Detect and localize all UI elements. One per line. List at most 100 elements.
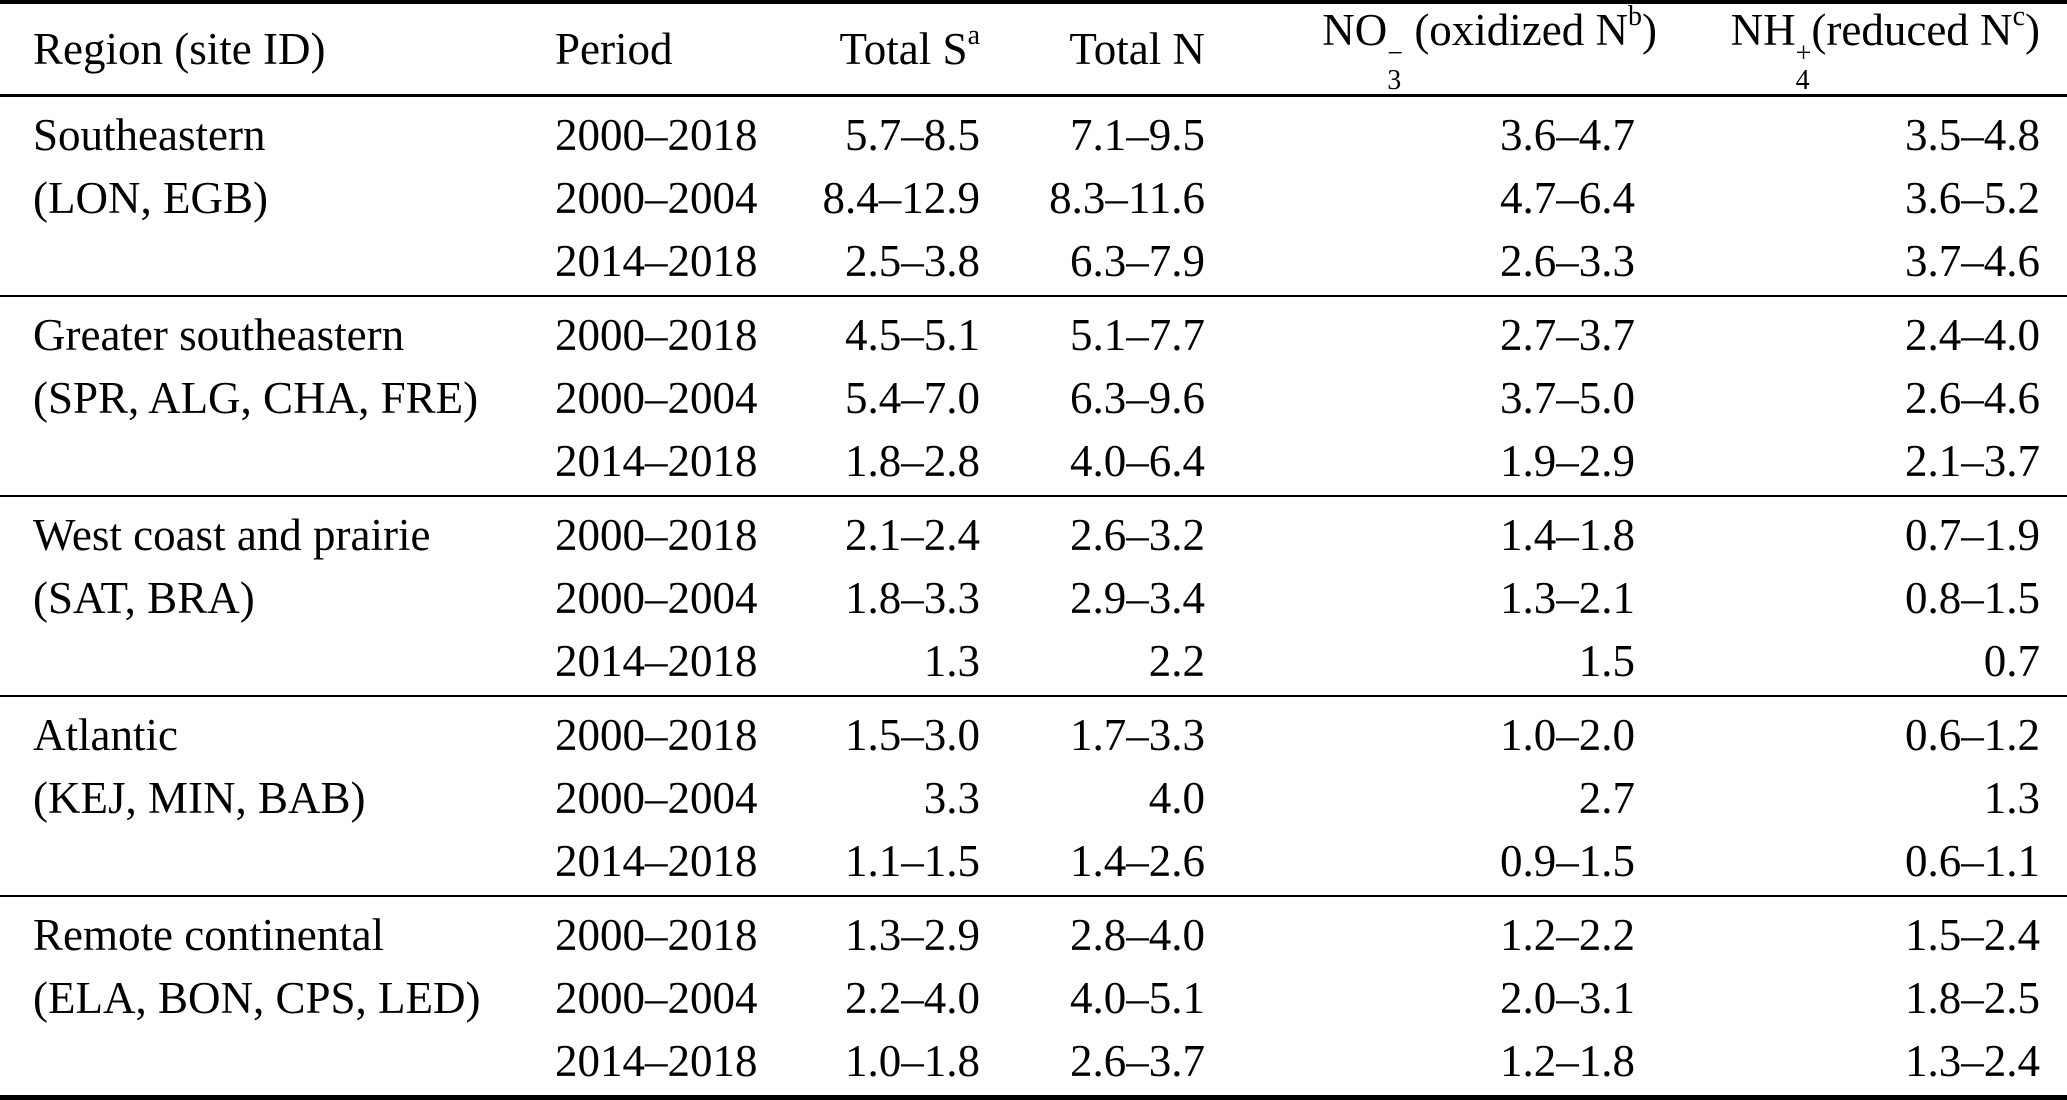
region-name-cell: Greater southeastern	[33, 310, 405, 360]
no3-footnote-marker: b	[1628, 1, 1642, 32]
region-group-remote-continental: Remote continental 2000–2018 1.3–2.9 2.8–4.…	[0, 896, 2067, 1098]
nh4-cell: 3.5–4.8	[1905, 110, 2040, 160]
nh4-cell: 2.1–3.7	[1905, 436, 2040, 486]
region-group-west-coast-and-prairie: West coast and prairie 2000–2018 2.1–2.4 2.…	[0, 496, 2067, 696]
no3-cell: 3.7–5.0	[1500, 373, 1635, 423]
region-name-cell: West coast and prairie	[33, 510, 431, 560]
period-cell: 2000–2004	[555, 373, 758, 423]
no3-charge: −	[1387, 38, 1404, 69]
no3-cell: 2.7	[1578, 773, 1635, 823]
table-row: 2014–2018 2.5–3.8 6.3–7.9 2.6–3.3 3.7–4.6	[0, 230, 2067, 296]
no3-cell: 4.7–6.4	[1500, 173, 1635, 223]
nh4-charge: +	[1795, 38, 1812, 69]
no3-cell: 1.4–1.8	[1500, 510, 1635, 560]
total-s-cell: 2.5–3.8	[845, 236, 980, 286]
total-n-cell: 6.3–7.9	[1070, 236, 1205, 286]
period-cell: 2014–2018	[555, 236, 758, 286]
region-empty-cell	[0, 430, 555, 496]
period-cell: 2014–2018	[555, 436, 758, 486]
no3-charge-subscript-stack: −3	[1387, 38, 1404, 96]
no3-header-close-paren: )	[1642, 5, 1657, 55]
total-s-cell: 5.4–7.0	[845, 373, 980, 423]
total-s-cell: 5.7–8.5	[845, 110, 980, 160]
region-header-label: Region (site ID)	[33, 24, 326, 74]
no3-cell: 0.9–1.5	[1500, 836, 1635, 886]
nh4-cell: 1.3	[1983, 773, 2040, 823]
region-group-southeastern: Southeastern 2000–2018 5.7–8.5 7.1–9.5 3.6–4…	[0, 96, 2067, 296]
table-row: 2014–2018 1.8–2.8 4.0–6.4 1.9–2.9 2.1–3.7	[0, 430, 2067, 496]
total-s-cell: 1.0–1.8	[845, 1036, 980, 1086]
total-s-cell: 3.3	[923, 773, 980, 823]
region-name-cell: Atlantic	[33, 710, 178, 760]
total-n-cell: 8.3–11.6	[1049, 173, 1205, 223]
region-empty-cell	[0, 230, 555, 296]
table-row: (SAT, BRA) 2000–2004 1.8–3.3 2.9–3.4 1.3–2.1…	[0, 567, 2067, 630]
total-s-cell: 2.2–4.0	[845, 973, 980, 1023]
no3-cell: 1.0–2.0	[1500, 710, 1635, 760]
period-cell: 2000–2018	[555, 710, 758, 760]
period-cell: 2000–2004	[555, 573, 758, 623]
total-n-cell: 4.0–5.1	[1070, 973, 1205, 1023]
site-ids-cell: (SAT, BRA)	[33, 573, 255, 623]
table-row: 2014–2018 1.3 2.2 1.5 0.7	[0, 630, 2067, 696]
nh4-cell: 2.4–4.0	[1905, 310, 2040, 360]
table-row: Greater southeastern 2000–2018 4.5–5.1 5.1–…	[0, 296, 2067, 367]
no3-cell: 1.2–1.8	[1500, 1036, 1635, 1086]
nh4-cell: 0.8–1.5	[1905, 573, 2040, 623]
region-empty-cell	[0, 830, 555, 896]
total-n-cell: 6.3–9.6	[1070, 373, 1205, 423]
table-row: (SPR, ALG, CHA, FRE) 2000–2004 5.4–7.0 6.3–…	[0, 367, 2067, 430]
period-cell: 2000–2018	[555, 110, 758, 160]
nh4-cell: 1.8–2.5	[1905, 973, 2040, 1023]
nh4-cell: 1.5–2.4	[1905, 910, 2040, 960]
no3-cell: 2.0–3.1	[1500, 973, 1635, 1023]
region-group-atlantic: Atlantic 2000–2018 1.5–3.0 1.7–3.3 1.0–2.0 0.…	[0, 696, 2067, 896]
table-row: 2014–2018 1.0–1.8 2.6–3.7 1.2–1.8 1.3–2.4	[0, 1030, 2067, 1098]
total-s-column-header: Total Sa	[780, 2, 980, 96]
site-ids-cell: (KEJ, MIN, BAB)	[33, 773, 366, 823]
total-s-cell: 1.8–2.8	[845, 436, 980, 486]
nh4-cell: 0.6–1.1	[1905, 836, 2040, 886]
table-row: (KEJ, MIN, BAB) 2000–2004 3.3 4.0 2.7 1.3	[0, 767, 2067, 830]
total-n-cell: 2.2	[1148, 636, 1205, 686]
region-empty-cell	[0, 630, 555, 696]
site-ids-cell: (LON, EGB)	[33, 173, 268, 223]
nh4-charge-subscript-stack: +4	[1795, 38, 1812, 95]
total-s-header-label: Total S	[839, 24, 968, 74]
period-cell: 2014–2018	[555, 636, 758, 686]
no3-cell: 1.3–2.1	[1500, 573, 1635, 623]
no3-cell: 1.2–2.2	[1500, 910, 1635, 960]
total-n-cell: 1.4–2.6	[1070, 836, 1205, 886]
total-n-column-header: Total N	[980, 2, 1205, 96]
total-n-header-label: Total N	[1069, 24, 1205, 74]
no3-cell: 2.6–3.3	[1500, 236, 1635, 286]
region-name-cell: Southeastern	[33, 110, 266, 160]
nh4-cell: 3.7–4.6	[1905, 236, 2040, 286]
total-n-cell: 2.6–3.7	[1070, 1036, 1205, 1086]
no3-header-description: (oxidized N	[1403, 5, 1628, 55]
header-row: Region (site ID) Period Total Sa Total N…	[0, 2, 2067, 96]
total-n-cell: 5.1–7.7	[1070, 310, 1205, 360]
total-n-cell: 1.7–3.3	[1070, 710, 1205, 760]
nh4-header-description: (reduced N	[1811, 5, 2013, 55]
period-cell: 2000–2004	[555, 773, 758, 823]
table-row: Remote continental 2000–2018 1.3–2.9 2.8–4.…	[0, 896, 2067, 967]
total-s-footnote-marker: a	[967, 20, 980, 51]
period-cell: 2000–2004	[555, 973, 758, 1023]
nh4-cell: 3.6–5.2	[1905, 173, 2040, 223]
nh4-footnote-marker: c	[2012, 1, 2025, 32]
nh4-cell: 0.7	[1983, 636, 2040, 686]
total-n-cell: 4.0	[1148, 773, 1205, 823]
no3-subscript: 3	[1387, 65, 1402, 96]
no3-column-header: NO −3 (oxidized Nb)	[1205, 2, 1657, 96]
no3-formula: NO −3	[1322, 5, 1403, 95]
period-cell: 2014–2018	[555, 1036, 758, 1086]
site-ids-cell: (SPR, ALG, CHA, FRE)	[33, 373, 479, 423]
no3-cell: 1.9–2.9	[1500, 436, 1635, 486]
nh4-cell: 1.3–2.4	[1905, 1036, 2040, 1086]
table-row: 2014–2018 1.1–1.5 1.4–2.6 0.9–1.5 0.6–1.1	[0, 830, 2067, 896]
no3-cell: 2.7–3.7	[1500, 310, 1635, 360]
total-s-cell: 1.3	[923, 636, 980, 686]
nh4-cell: 0.7–1.9	[1905, 510, 2040, 560]
